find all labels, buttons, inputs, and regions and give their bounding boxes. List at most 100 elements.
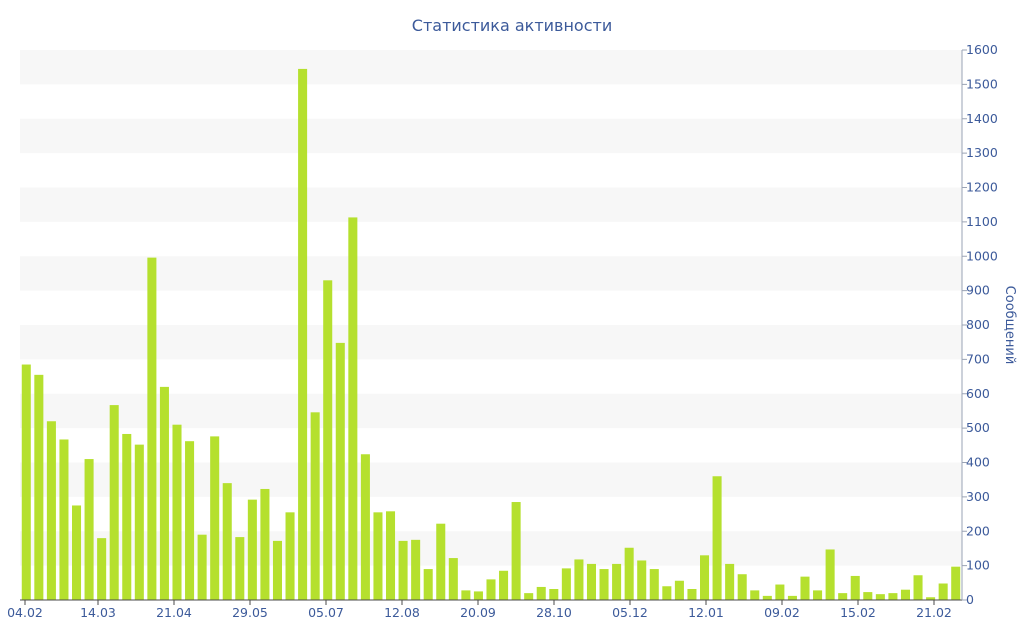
- x-axis-ticks: 04.02 14.03 21.04 29.05 05.07 12.08 20.09 28.10…: [7, 600, 952, 620]
- bar: [448, 558, 458, 600]
- bar: [549, 589, 559, 600]
- x-tick-label: 20.09: [460, 605, 496, 620]
- x-tick-label: 12.01: [688, 605, 724, 620]
- grid-band: [20, 187, 962, 222]
- bar: [499, 570, 509, 600]
- grid-band: [20, 50, 962, 85]
- bar: [247, 499, 257, 601]
- y-tick-label: 1000: [966, 248, 998, 263]
- y-tick-label: 0: [966, 592, 974, 607]
- bar: [272, 540, 282, 601]
- bar: [210, 436, 220, 601]
- bar: [599, 569, 609, 600]
- y-tick-label: 300: [966, 489, 990, 504]
- bar: [461, 590, 471, 601]
- grid-band: [20, 256, 962, 291]
- y-tick-label: 1100: [966, 214, 998, 229]
- bar: [926, 597, 936, 600]
- bar: [373, 512, 383, 600]
- bar: [687, 589, 697, 600]
- bar: [84, 459, 94, 600]
- y-tick-label: 1500: [966, 76, 998, 91]
- bar: [348, 217, 358, 600]
- bar: [662, 586, 672, 600]
- y-tick-label: 500: [966, 420, 990, 435]
- x-tick-label: 14.03: [80, 605, 116, 620]
- x-tick-label: 21.04: [156, 605, 192, 620]
- bar: [298, 68, 308, 600]
- y-tick-label: 900: [966, 283, 990, 298]
- bar: [536, 586, 546, 600]
- bar: [787, 595, 797, 601]
- bar: [97, 538, 107, 601]
- bar: [46, 421, 56, 600]
- bar: [109, 405, 119, 600]
- y-axis-label: Сообщений: [1002, 286, 1017, 365]
- bar: [260, 488, 270, 600]
- grid-bands: [20, 50, 962, 566]
- bar: [813, 590, 823, 601]
- bar: [649, 569, 659, 600]
- bar: [800, 576, 810, 601]
- bar: [310, 412, 320, 600]
- bar: [473, 591, 483, 600]
- x-tick-label: 05.12: [612, 605, 648, 620]
- x-tick-label: 21.02: [916, 605, 952, 620]
- x-tick-label: 04.02: [7, 605, 43, 620]
- bar: [700, 555, 710, 600]
- y-tick-label: 700: [966, 351, 990, 366]
- bar: [938, 583, 948, 600]
- bars: [21, 68, 961, 601]
- bar: [335, 342, 345, 601]
- bar: [863, 592, 873, 600]
- y-tick-label: 1300: [966, 145, 998, 160]
- bar: [888, 593, 898, 601]
- bar: [423, 569, 433, 600]
- bar: [775, 584, 785, 600]
- bar: [624, 547, 634, 600]
- y-tick-label: 600: [966, 386, 990, 401]
- bar: [360, 454, 370, 600]
- bar: [612, 563, 622, 600]
- bar: [285, 512, 295, 600]
- bar: [197, 534, 207, 600]
- bar: [725, 563, 735, 600]
- bar: [159, 386, 169, 601]
- grid-band: [20, 325, 962, 360]
- bar: [913, 575, 923, 600]
- x-tick-label: 28.10: [536, 605, 572, 620]
- bar: [762, 595, 772, 601]
- x-tick-label: 15.02: [840, 605, 876, 620]
- y-tick-label: 400: [966, 455, 990, 470]
- bar: [436, 523, 446, 600]
- bar: [172, 424, 182, 600]
- bar: [712, 476, 722, 600]
- bar: [185, 441, 195, 600]
- bar: [875, 594, 885, 600]
- grid-band: [20, 393, 962, 429]
- bar: [586, 563, 596, 600]
- bar: [411, 539, 421, 600]
- x-tick-label: 29.05: [232, 605, 268, 620]
- bar: [323, 280, 333, 600]
- bar: [59, 439, 69, 600]
- y-tick-label: 1600: [966, 42, 998, 57]
- bar: [134, 444, 144, 601]
- bar: [838, 593, 848, 601]
- bar: [486, 579, 496, 601]
- bar: [561, 568, 571, 601]
- bar: [850, 575, 860, 600]
- x-tick-label: 12.08: [384, 605, 420, 620]
- y-tick-label: 100: [966, 558, 990, 573]
- bar: [574, 559, 584, 600]
- grid-band: [20, 118, 962, 154]
- bar: [674, 580, 684, 600]
- bar: [398, 540, 408, 601]
- bar: [900, 589, 910, 600]
- chart-title: Статистика активности: [412, 16, 612, 35]
- x-tick-label: 05.07: [308, 605, 344, 620]
- bar: [637, 560, 647, 600]
- bar: [951, 566, 961, 600]
